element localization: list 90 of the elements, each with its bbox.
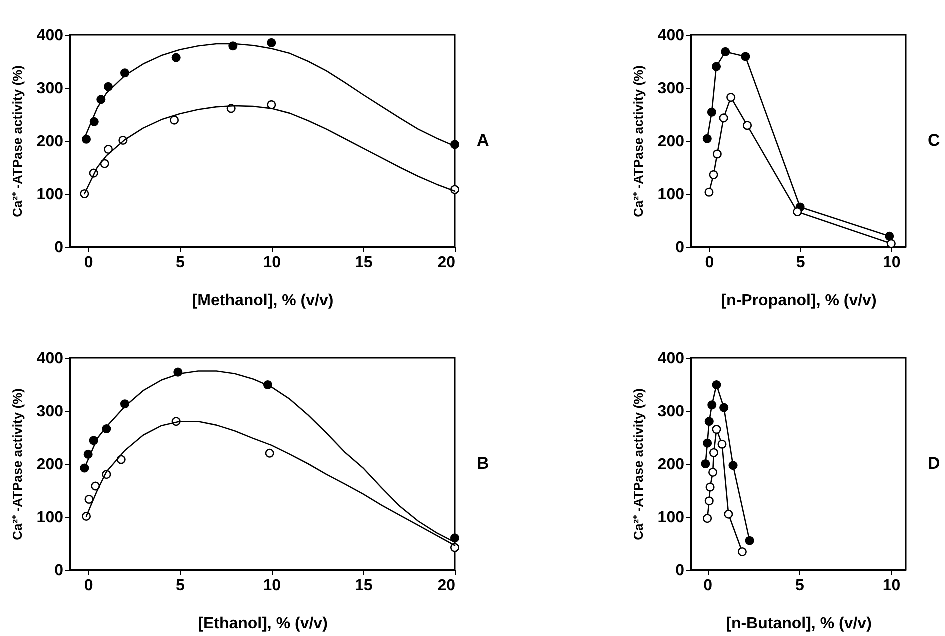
x-tick-label: 5 (176, 254, 186, 272)
point (703, 514, 712, 524)
point (709, 448, 718, 458)
point (724, 510, 734, 519)
x-tick-label: 5 (795, 578, 804, 594)
y-tick-label: 0 (54, 240, 64, 256)
point (704, 496, 714, 506)
point (704, 417, 714, 426)
y-tick-label: 0 (676, 562, 685, 580)
x-tick-label: 20 (438, 578, 456, 594)
x-axis-title: [n-Propanol], % (v/v) (721, 292, 877, 310)
y-tick-label: 400 (658, 28, 685, 44)
y-tick-label: 100 (36, 186, 64, 204)
x-tick-label: 5 (176, 578, 186, 594)
point (712, 380, 722, 390)
point (712, 62, 722, 72)
point (720, 403, 729, 412)
text: B (477, 454, 490, 473)
y-axis-title: Ca²⁺ -ATPase activity (%) (10, 66, 25, 218)
x-tick-label: 0 (704, 578, 713, 594)
point (703, 438, 712, 448)
x-tick-label: 5 (796, 254, 806, 272)
x-tick-label: 0 (84, 578, 94, 594)
y-axis-title: Ca²⁺ -ATPase activity (%) (630, 66, 646, 218)
x-tick-label: 10 (263, 254, 282, 272)
x-axis-title: [Methanol], % (v/v) (192, 292, 334, 310)
point (82, 134, 92, 144)
x-tick-label: 10 (263, 578, 282, 594)
point (745, 536, 754, 546)
point (741, 52, 750, 62)
x-tick-label: 15 (354, 578, 373, 594)
point (708, 468, 718, 477)
y-tick-label: 200 (36, 134, 64, 150)
text: A (477, 131, 490, 150)
y-tick-label: 200 (658, 456, 685, 474)
point (712, 150, 722, 159)
x-axis-title: [n-Butanol], % (v/v) (726, 616, 872, 632)
x-axis-title: [Ethanol], % (v/v) (198, 616, 328, 632)
point (702, 134, 712, 144)
y-tick-label: 300 (658, 80, 685, 98)
y-axis-title: Ca²⁺ -ATPase activity (%) (10, 388, 25, 540)
y-tick-label: 100 (658, 510, 685, 526)
point (885, 232, 894, 241)
point (450, 543, 460, 552)
text: D (928, 454, 940, 473)
point (265, 448, 274, 458)
y-tick-label: 300 (36, 404, 64, 420)
y-tick-label: 400 (36, 350, 64, 368)
y-tick-label: 200 (658, 134, 685, 150)
y-tick-label: 300 (658, 404, 685, 420)
x-tick-label: 10 (883, 254, 901, 272)
point (706, 482, 715, 492)
y-tick-label: 200 (36, 456, 64, 474)
y-tick-label: 400 (36, 28, 64, 44)
point (709, 170, 718, 180)
text: C (928, 131, 940, 150)
y-axis-title: Ca²⁺ -ATPase activity (%) (630, 388, 646, 540)
point (793, 208, 802, 217)
y-tick-label: 100 (36, 510, 64, 526)
point (80, 189, 90, 199)
point (718, 440, 727, 449)
x-tick-label: 15 (354, 254, 373, 272)
y-tick-label: 400 (658, 350, 685, 368)
point (701, 459, 710, 469)
y-tick-label: 0 (54, 562, 64, 580)
x-tick-label: 0 (84, 254, 94, 272)
point (886, 239, 896, 248)
point (704, 188, 714, 197)
x-tick-label: 20 (438, 254, 456, 272)
point (738, 547, 747, 556)
x-tick-label: 0 (705, 254, 714, 272)
point (721, 47, 730, 56)
point (712, 425, 722, 434)
y-tick-label: 0 (676, 240, 685, 256)
point (708, 400, 717, 410)
point (707, 108, 716, 117)
point (170, 116, 180, 125)
y-tick-label: 100 (658, 186, 685, 204)
point (728, 461, 738, 470)
y-tick-label: 300 (36, 80, 64, 98)
point (450, 534, 460, 543)
point (84, 494, 94, 504)
point (172, 53, 181, 62)
point (742, 121, 752, 130)
point (104, 144, 114, 154)
point (267, 38, 276, 48)
point (726, 93, 736, 102)
x-tick-label: 10 (882, 578, 901, 594)
point (267, 100, 276, 110)
point (719, 114, 728, 123)
